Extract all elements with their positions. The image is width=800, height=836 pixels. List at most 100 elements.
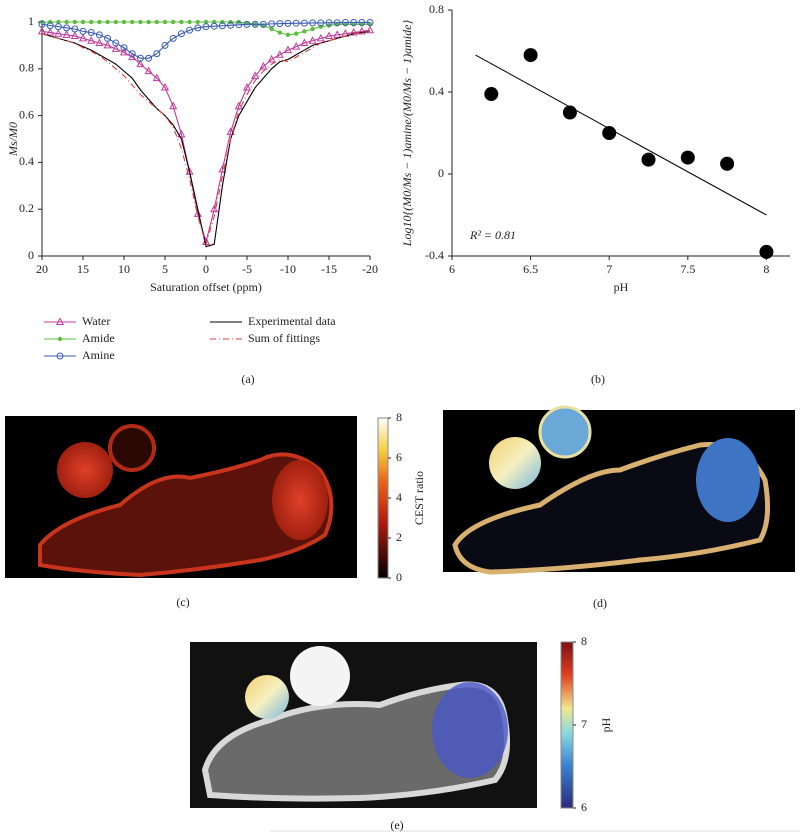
marker [210, 204, 219, 213]
marker [193, 209, 202, 217]
x-tick-label: 6.5 [523, 262, 538, 276]
marker [136, 59, 145, 68]
colorbar [560, 641, 574, 809]
scatter-point [641, 152, 656, 167]
marker [62, 30, 71, 38]
marker [202, 23, 210, 31]
marker [333, 30, 342, 38]
legend-item: Water [44, 314, 110, 328]
x-tick-label: -5 [242, 262, 252, 276]
y-tick-label: 0 [438, 166, 444, 180]
marker [161, 41, 169, 49]
legend-label: Amine [82, 348, 115, 362]
panel-label: (b) [591, 372, 605, 386]
marker [358, 18, 366, 26]
marker [121, 19, 127, 25]
marker [171, 19, 176, 25]
x-tick-label: 8 [763, 262, 769, 276]
scatter-point [720, 156, 735, 171]
legend-item: Amine [44, 348, 115, 362]
x-tick-label: 7.5 [680, 262, 695, 276]
marker [179, 19, 184, 25]
colorbar-title: CEST ratio [412, 471, 426, 525]
marker [89, 19, 94, 25]
legend-label: Experimental data [248, 314, 336, 328]
marker [113, 19, 119, 25]
marker [104, 34, 112, 42]
marker [138, 19, 143, 25]
marker [357, 26, 366, 35]
marker [39, 19, 45, 25]
marker [38, 20, 46, 28]
marker [169, 101, 178, 110]
marker [112, 39, 120, 47]
marker [235, 21, 243, 29]
marker [300, 38, 309, 47]
marker [251, 71, 260, 79]
marker [243, 20, 251, 28]
marker [120, 44, 128, 52]
legend-item: Sum of fittings [210, 331, 320, 345]
colorbar-tick-label: 6 [396, 450, 402, 464]
colorbar-tick-label: 2 [396, 530, 402, 544]
y-tick-label: 0.6 [19, 107, 34, 121]
marker [317, 19, 325, 27]
marker [95, 31, 103, 39]
x-tick-label: 10 [118, 262, 130, 276]
marker [72, 19, 78, 25]
marker [309, 19, 317, 27]
marker [79, 27, 87, 35]
marker [71, 25, 79, 33]
colorbar-tick-label: 8 [581, 634, 587, 648]
marker [56, 19, 61, 25]
marker [128, 50, 136, 58]
marker [145, 54, 153, 62]
marker [300, 19, 308, 27]
marker [144, 66, 153, 75]
legend-item: Amide [44, 331, 115, 345]
x-tick-label: -15 [321, 262, 337, 276]
ph-map-image [443, 405, 795, 575]
marker [292, 19, 300, 27]
x-tick-label: 5 [162, 262, 168, 276]
scatter-point [523, 48, 538, 63]
marker [267, 54, 276, 63]
marker [194, 24, 202, 32]
marker [80, 19, 86, 25]
marker [218, 22, 226, 30]
marker [46, 22, 54, 30]
x-tick-label: 7 [606, 262, 612, 276]
annotation: R² = 0.81 [469, 228, 516, 242]
y-tick-label: 0.2 [19, 201, 34, 215]
marker [284, 19, 292, 27]
marker [105, 19, 110, 25]
colorbar [377, 417, 389, 579]
marker [292, 42, 301, 50]
marker [350, 18, 358, 26]
marker [70, 31, 79, 40]
marker [54, 29, 63, 37]
marker [111, 44, 120, 52]
marker [162, 19, 168, 25]
marker [349, 27, 358, 36]
marker [160, 82, 170, 91]
legend-label: Sum of fittings [248, 331, 320, 345]
marker [277, 30, 282, 35]
y-tick-label: 0.4 [19, 154, 34, 168]
marker [136, 54, 144, 62]
x-tick-label: -20 [362, 262, 378, 276]
marker [187, 19, 192, 25]
x-tick-label: -10 [280, 262, 296, 276]
marker [78, 33, 88, 42]
legend-item: Experimental data [210, 314, 336, 328]
marker [310, 26, 315, 32]
panel-label: (c) [176, 595, 189, 609]
marker [275, 50, 284, 58]
x-axis-label: pH [614, 280, 629, 294]
marker [259, 20, 267, 28]
marker [63, 24, 71, 32]
series-line [41, 29, 371, 245]
marker [56, 352, 64, 360]
marker [325, 19, 333, 27]
marker [269, 26, 274, 32]
